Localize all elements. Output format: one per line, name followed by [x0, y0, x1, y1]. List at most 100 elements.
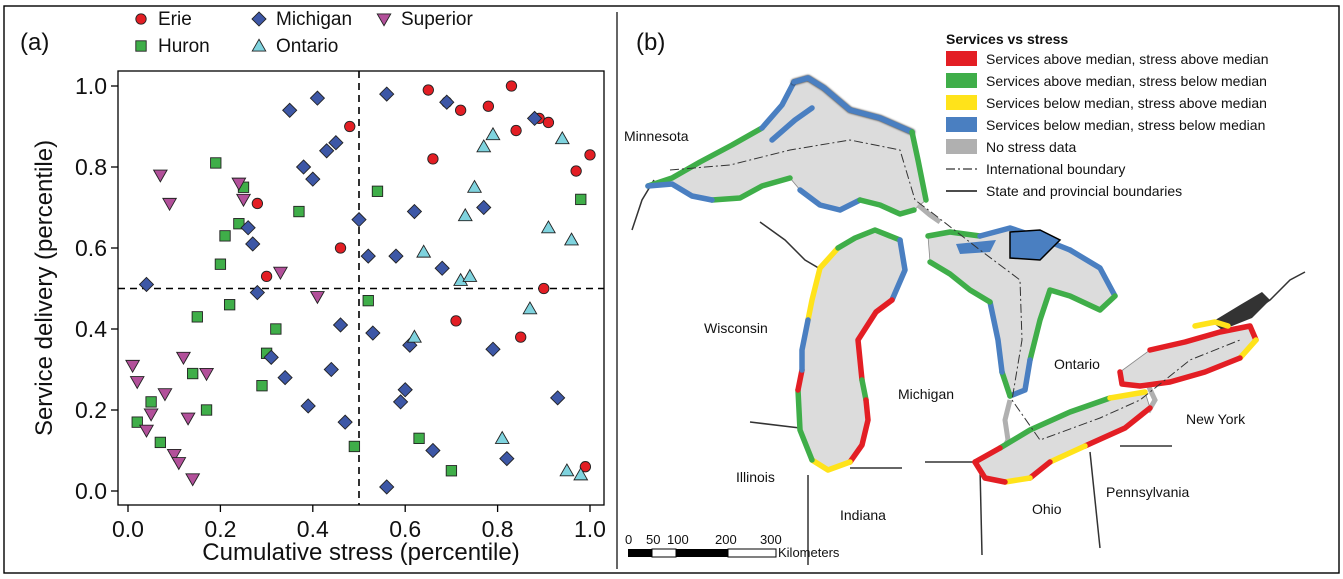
point-michigan [319, 143, 335, 159]
map-legend: Services above median, stress above medi… [946, 51, 1268, 199]
point-ontario [462, 268, 478, 282]
point-michigan [379, 86, 395, 102]
series-superior [125, 169, 325, 487]
point-ontario [573, 467, 589, 481]
point-ontario [559, 463, 575, 477]
point-erie [422, 84, 434, 96]
scale-label-200: 200 [715, 532, 737, 547]
x-tick-label: 0.4 [297, 516, 329, 542]
point-huron [413, 432, 425, 444]
point-michigan [485, 341, 501, 357]
point-huron [348, 440, 361, 453]
y-tick-label: 0.0 [75, 478, 107, 504]
scale-label-0: 0 [625, 532, 632, 547]
y-tick-label: 0.4 [75, 316, 107, 342]
scale-unit: Kilometers [778, 545, 840, 560]
point-huron [210, 157, 222, 169]
point-huron [219, 230, 231, 242]
series-michigan [138, 86, 566, 495]
map-legend-title: Services vs stress [946, 31, 1068, 47]
y-tick-label: 1.0 [75, 73, 107, 99]
legend-label-ontario: Ontario [276, 36, 338, 57]
point-erie [482, 100, 495, 112]
label-pennsylvania: Pennsylvania [1106, 484, 1189, 500]
point-ontario [466, 179, 483, 193]
point-superior [157, 388, 173, 402]
point-michigan [282, 102, 298, 118]
point-michigan [328, 135, 344, 151]
point-ontario [476, 139, 492, 153]
y-tick-label: 0.6 [75, 235, 107, 261]
point-michigan [240, 220, 256, 236]
point-michigan [295, 159, 312, 175]
point-huron [445, 465, 458, 477]
point-superior [180, 412, 196, 426]
panel-b-label: (b) [636, 29, 665, 56]
legend-label-erie: Erie [158, 9, 192, 30]
point-erie [454, 104, 467, 116]
point-superior [129, 376, 145, 390]
international-boundary [669, 139, 1241, 441]
scatter-legend: Erie Huron Michigan Ontario Superior [135, 9, 473, 57]
point-michigan [300, 398, 316, 414]
legend-label-huron: Huron [158, 36, 210, 57]
point-huron [256, 380, 268, 392]
x-axis-title: Cumulative stress (percentile) [202, 539, 519, 566]
point-michigan [351, 211, 367, 228]
point-huron [214, 258, 227, 270]
point-erie [344, 120, 356, 133]
label-ontario: Ontario [1054, 356, 1100, 372]
x-tick-label: 0.6 [389, 516, 421, 542]
point-huron [293, 205, 305, 218]
point-michigan [550, 390, 566, 406]
point-huron [131, 416, 143, 428]
legend-marker-huron [135, 40, 147, 52]
label-wisconsin: Wisconsin [704, 320, 768, 336]
map-legend-swatch [946, 51, 977, 66]
point-michigan [337, 414, 353, 430]
x-tick-label: 0.2 [204, 516, 236, 542]
panel-b-map: (b) [624, 29, 1306, 565]
y-axis-title: Service delivery (percentile) [31, 140, 58, 436]
point-ontario [522, 301, 538, 315]
point-michigan [263, 349, 279, 366]
x-axis-ticks: 0.0 0.2 0.4 0.6 0.8 1.0 [112, 505, 606, 542]
point-huron [233, 218, 245, 230]
point-huron [145, 396, 157, 408]
lake-erie [972, 389, 1153, 485]
panel-a-label: (a) [20, 29, 49, 56]
point-huron [362, 295, 374, 307]
point-michigan [249, 284, 266, 301]
point-superior [166, 449, 182, 463]
map-legend-label: Services above median, stress above medi… [986, 51, 1268, 67]
point-superior [143, 408, 159, 422]
point-michigan [439, 94, 455, 110]
point-superior [162, 197, 178, 212]
point-michigan [392, 394, 409, 410]
point-erie [251, 197, 264, 210]
point-ontario [494, 430, 510, 444]
point-erie [505, 80, 518, 92]
point-erie [515, 331, 527, 343]
point-michigan [526, 110, 543, 127]
point-superior [199, 368, 215, 382]
label-illinois: Illinois [736, 469, 775, 485]
legend-marker-erie [135, 13, 147, 25]
map-legend-label: Services below median, stress below medi… [986, 117, 1265, 133]
x-tick-label: 1.0 [574, 516, 606, 542]
point-michigan [397, 382, 413, 398]
point-superior [235, 193, 252, 208]
point-huron [200, 404, 213, 416]
lake-michigan [795, 227, 908, 473]
point-huron [270, 323, 282, 335]
figure-frame [3, 5, 1340, 574]
point-michigan [305, 171, 321, 187]
x-tick-label: 0.0 [112, 516, 144, 542]
point-erie [570, 165, 582, 177]
lake-superior [645, 75, 929, 217]
point-huron [191, 311, 203, 323]
map-legend-label: Services below median, stress above medi… [986, 95, 1267, 111]
point-erie [584, 149, 596, 161]
point-erie [510, 124, 522, 137]
